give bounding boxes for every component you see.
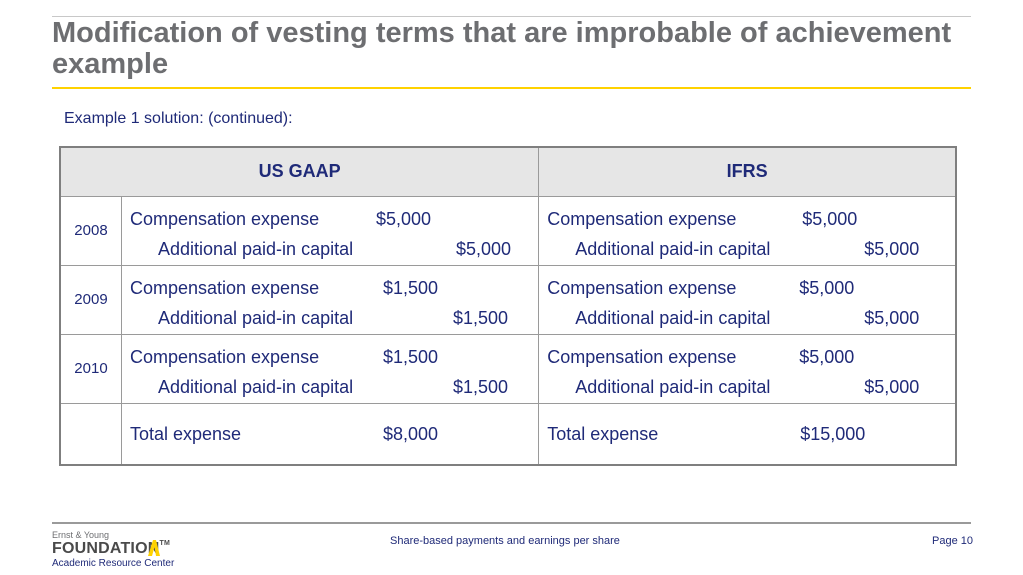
entry-label: Compensation expense (547, 346, 737, 367)
debit-line: Compensation expense $5,000 (547, 342, 947, 372)
header-us-gaap: US GAAP (59, 146, 540, 197)
debit-line: Compensation expense $1,500 (130, 273, 530, 303)
entry-amount: $5,000 (802, 208, 858, 229)
table-row: 2008 Compensation expense $5,000 Additio… (59, 195, 957, 266)
entry-amount: $5,000 (864, 238, 920, 259)
logo-a-mark-icon (148, 540, 160, 556)
total-line: Total expense $8,000 (130, 419, 530, 449)
debit-line: Compensation expense $5,000 (547, 273, 947, 303)
entry-label: Compensation expense (129, 346, 320, 367)
slide-subtitle: Example 1 solution: (continued): (64, 110, 293, 127)
entry-amount: $5,000 (864, 307, 920, 328)
gaap-entry-cell: Compensation expense $1,500 Additional p… (120, 333, 540, 404)
credit-line: Additional paid-in capital $5,000 (547, 372, 947, 402)
comparison-table: US GAAP IFRS 2008 Compensation expense $… (59, 146, 957, 466)
table-row-total: Total expense $8,000 Total expense $15,0… (59, 402, 957, 466)
entry-label: Additional paid-in capital (157, 238, 354, 259)
table-row: 2009 Compensation expense $1,500 Additio… (59, 264, 957, 335)
top-rule (52, 16, 971, 17)
year-cell: 2009 (59, 264, 122, 335)
gaap-entry-cell: Compensation expense $5,000 Additional p… (120, 195, 540, 266)
entry-amount: $1,500 (382, 346, 439, 367)
total-line: Total expense $15,000 (547, 419, 947, 449)
slide-title: Modification of vesting terms that are i… (52, 17, 952, 80)
entry-amount: $5,000 (799, 346, 855, 367)
entry-amount: $5,000 (799, 277, 855, 298)
logo-wordmark: FOUNDATION (52, 540, 160, 557)
table-row: 2010 Compensation expense $1,500 Additio… (59, 333, 957, 404)
entry-label: Additional paid-in capital (575, 307, 771, 328)
entry-label: Compensation expense (547, 208, 737, 229)
footer-rule (52, 522, 971, 524)
debit-line: Compensation expense $5,000 (547, 204, 947, 234)
ifrs-total-cell: Total expense $15,000 (538, 402, 957, 466)
credit-line: Additional paid-in capital $5,000 (547, 234, 947, 264)
entry-label: Additional paid-in capital (575, 238, 771, 259)
empty-year-cell (59, 402, 122, 466)
entry-label: Additional paid-in capital (157, 376, 354, 397)
table-header-row: US GAAP IFRS (59, 146, 957, 197)
ifrs-entry-cell: Compensation expense $5,000 Additional p… (538, 195, 957, 266)
ifrs-entry-cell: Compensation expense $5,000 Additional p… (538, 333, 957, 404)
entry-label: Additional paid-in capital (575, 376, 771, 397)
total-label: Total expense (129, 423, 242, 444)
total-label: Total expense (547, 423, 659, 444)
entry-amount: $5,000 (375, 208, 432, 229)
entry-amount: $5,000 (864, 376, 920, 397)
entry-amount: $1,500 (382, 277, 439, 298)
page-number: Page 10 (932, 535, 973, 547)
year-cell: 2010 (59, 333, 122, 404)
entry-label: Compensation expense (129, 277, 320, 298)
foundation-logo: Ernst & Young FOUNDATIONTM Academic Reso… (52, 530, 212, 572)
entry-amount: $1,500 (452, 307, 509, 328)
entry-label: Compensation expense (129, 208, 320, 229)
logo-trademark: TM (159, 540, 170, 547)
entry-label: Additional paid-in capital (157, 307, 354, 328)
total-amount: $15,000 (800, 423, 866, 444)
gaap-total-cell: Total expense $8,000 (120, 402, 540, 466)
ifrs-entry-cell: Compensation expense $5,000 Additional p… (538, 264, 957, 335)
total-amount: $8,000 (382, 423, 439, 444)
credit-line: Additional paid-in capital $1,500 (130, 303, 530, 333)
credit-line: Additional paid-in capital $5,000 (547, 303, 947, 333)
entry-label: Compensation expense (547, 277, 737, 298)
footer-topic: Share-based payments and earnings per sh… (390, 535, 620, 547)
header-ifrs: IFRS (538, 146, 957, 197)
logo-academic-resource-text: Academic Resource Center (52, 558, 175, 569)
entry-amount: $5,000 (455, 238, 512, 259)
logo-foundation-text: FOUNDATIONTM (52, 540, 170, 558)
debit-line: Compensation expense $1,500 (130, 342, 530, 372)
year-cell: 2008 (59, 195, 122, 266)
entry-amount: $1,500 (452, 376, 509, 397)
credit-line: Additional paid-in capital $5,000 (130, 234, 530, 264)
gaap-entry-cell: Compensation expense $1,500 Additional p… (120, 264, 540, 335)
title-underline (52, 87, 971, 89)
credit-line: Additional paid-in capital $1,500 (130, 372, 530, 402)
logo-ernst-young-text: Ernst & Young (52, 530, 110, 540)
debit-line: Compensation expense $5,000 (130, 204, 530, 234)
